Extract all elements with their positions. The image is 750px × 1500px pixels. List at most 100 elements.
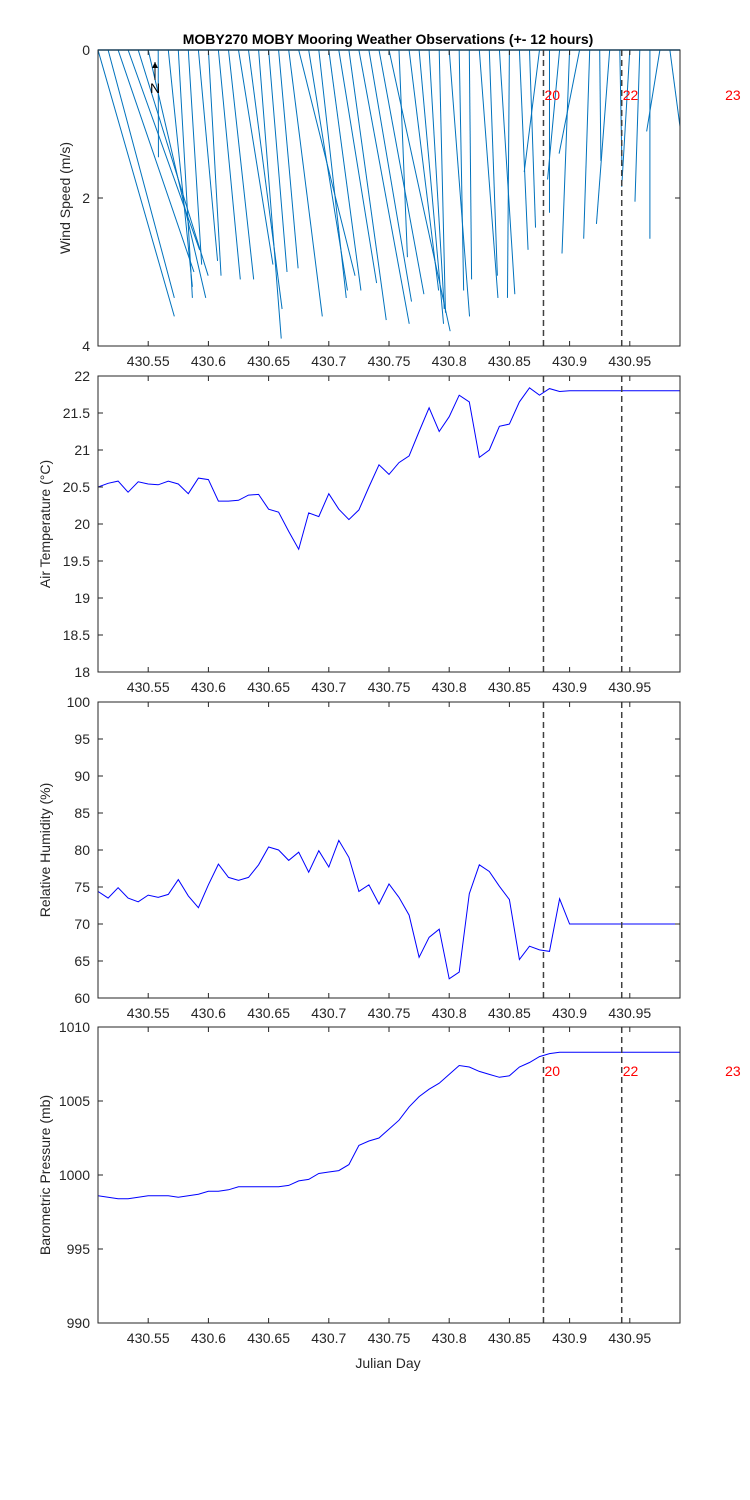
wind-stick <box>558 50 581 154</box>
x-tick-label: 430.75 <box>368 1330 411 1346</box>
y-tick-label: 19 <box>74 590 90 606</box>
x-tick-label: 430.85 <box>488 353 531 369</box>
x-tick-label: 430.75 <box>368 1005 411 1021</box>
wind-stick <box>418 50 445 324</box>
panel-pressure: 20 22 23 430.55 430.6 430.65 430.7 430.75 430.8 4… <box>37 1019 741 1346</box>
x-tick-label: 430.7 <box>311 1005 346 1021</box>
north-label: N <box>150 80 160 96</box>
x-tick-label: 430.95 <box>608 353 651 369</box>
wind-stick <box>669 50 680 131</box>
wind-stick <box>328 50 362 291</box>
wind-stick <box>288 50 323 317</box>
x-axis-label: Julian Day <box>355 1355 420 1371</box>
wind-stick <box>217 50 241 280</box>
wind-stick <box>258 50 282 339</box>
wind-stick <box>506 50 510 298</box>
y-axis-label: Relative Humidity (%) <box>37 783 53 918</box>
wind-stick <box>529 50 537 228</box>
x-tick-label: 430.7 <box>311 1330 346 1346</box>
x-tick-label: 430.9 <box>552 1330 587 1346</box>
wind-stick <box>583 50 591 239</box>
y-tick-label: 20.5 <box>63 479 90 495</box>
wind-stick <box>318 50 347 298</box>
wind-stick <box>468 50 473 280</box>
x-tick-label: 430.8 <box>432 679 467 695</box>
wind-stick <box>398 50 408 258</box>
x-tick-label: 430.6 <box>191 353 226 369</box>
wind-stick <box>438 50 446 313</box>
y-tick-label: 4 <box>82 338 90 354</box>
x-tick-label: 430.8 <box>432 1005 467 1021</box>
x-tick-label: 430.6 <box>191 679 226 695</box>
time-marker-label: 23 <box>725 87 741 103</box>
wind-stick <box>338 50 378 284</box>
x-tick-label: 430.6 <box>191 1005 226 1021</box>
wind-stick <box>228 50 255 280</box>
panels: N 20 22 23 430.55 430.6 430.65 430.7 430.75 430.8… <box>37 42 741 1346</box>
x-tick-label: 430.65 <box>247 1005 290 1021</box>
x-tick-label: 430.65 <box>247 353 290 369</box>
y-axis-label: Wind Speed (m/s) <box>57 142 73 254</box>
wind-stick <box>238 50 274 265</box>
time-marker-label: 23 <box>725 1063 741 1079</box>
x-tick-label: 430.8 <box>432 1330 467 1346</box>
x-tick-label: 430.85 <box>488 1005 531 1021</box>
wind-stick <box>458 50 465 291</box>
x-tick-label: 430.9 <box>552 679 587 695</box>
north-arrow-head <box>152 62 158 68</box>
y-tick-label: 19.5 <box>63 553 90 569</box>
x-tick-label: 430.75 <box>368 353 411 369</box>
wind-sticks <box>98 50 680 339</box>
wind-stick <box>378 50 425 295</box>
y-tick-label: 80 <box>74 842 90 858</box>
wind-stick <box>488 50 498 276</box>
x-tick-label: 430.95 <box>608 1330 651 1346</box>
time-marker-label: 20 <box>544 1063 560 1079</box>
wind-stick <box>428 50 445 310</box>
panel-airtemp: 430.55 430.6 430.65 430.7 430.75 430.8 430.85 4… <box>37 368 681 695</box>
wind-stick <box>177 50 193 298</box>
y-tick-label: 20 <box>74 516 90 532</box>
x-tick-label: 430.9 <box>552 1005 587 1021</box>
y-tick-label: 2 <box>82 190 90 206</box>
x-tick-label: 430.55 <box>127 1330 170 1346</box>
y-tick-label: 990 <box>67 1315 91 1331</box>
wind-stick <box>187 50 203 265</box>
y-tick-label: 65 <box>74 953 90 969</box>
y-axis-label: Air Temperature (°C) <box>37 460 53 588</box>
x-tick-label: 430.85 <box>488 679 531 695</box>
chart-title: MOBY270 MOBY Mooring Weather Observation… <box>183 31 594 47</box>
wind-stick <box>621 50 631 187</box>
y-tick-label: 85 <box>74 805 90 821</box>
y-tick-label: 21.5 <box>63 405 90 421</box>
x-tick-label: 430.7 <box>311 679 346 695</box>
y-axis-label: Barometric Pressure (mb) <box>37 1095 53 1255</box>
wind-stick <box>207 50 222 276</box>
wind-stick <box>599 50 602 162</box>
time-marker-label: 20 <box>544 87 560 103</box>
y-tick-label: 70 <box>74 916 90 932</box>
y-tick-label: 100 <box>67 694 91 710</box>
panel-rh: 430.55 430.6 430.65 430.7 430.75 430.8 430.85 4… <box>37 694 681 1021</box>
wind-stick <box>268 50 288 273</box>
y-tick-label: 995 <box>67 1241 91 1257</box>
y-tick-label: 75 <box>74 879 90 895</box>
y-tick-label: 1005 <box>59 1093 90 1109</box>
time-marker-label: 22 <box>623 87 639 103</box>
wind-stick <box>137 50 209 276</box>
wind-stick <box>595 50 611 224</box>
x-tick-label: 430.85 <box>488 1330 531 1346</box>
wind-stick <box>547 50 561 180</box>
wind-stick <box>448 50 471 317</box>
wind-stick <box>358 50 410 324</box>
y-tick-label: 21 <box>74 442 90 458</box>
wind-stick <box>634 50 641 202</box>
wind-stick <box>117 50 195 273</box>
wind-stick <box>248 50 283 310</box>
y-tick-label: 95 <box>74 731 90 747</box>
x-tick-label: 430.95 <box>608 1005 651 1021</box>
wind-stick <box>197 50 219 261</box>
y-tick-label: 18 <box>74 664 90 680</box>
